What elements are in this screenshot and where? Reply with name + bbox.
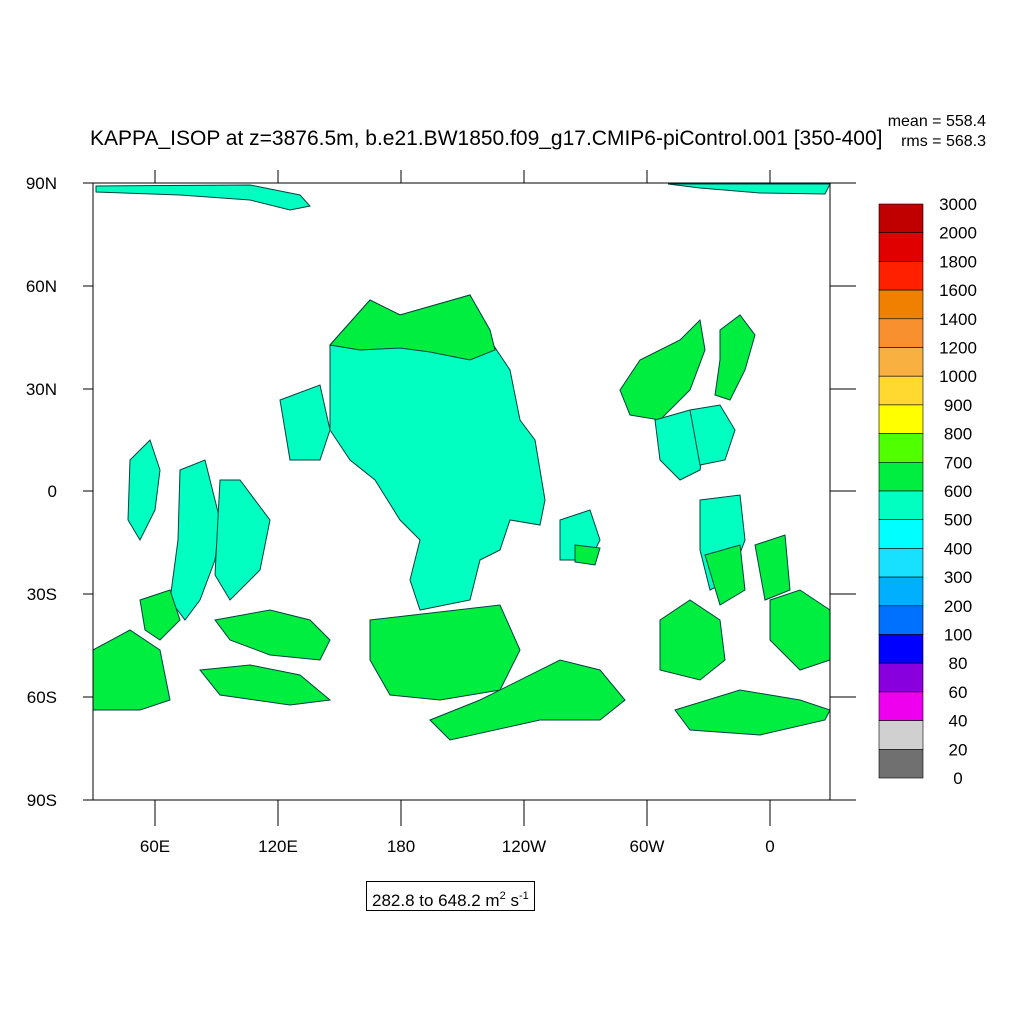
colorbar-tick-label: 80 bbox=[949, 654, 968, 673]
colorbar-tick-label: 400 bbox=[944, 539, 972, 558]
colorbar-swatch bbox=[878, 261, 924, 291]
field-region-indian-center bbox=[169, 459, 221, 621]
colorbar-swatch bbox=[878, 347, 924, 377]
lon-label-60e: 60E bbox=[140, 837, 170, 856]
colorbar-swatch bbox=[878, 691, 924, 721]
colorbar-swatch bbox=[878, 232, 924, 262]
range-text: 282.8 to 648.2 m bbox=[372, 891, 500, 910]
field-region-weddell bbox=[674, 689, 831, 736]
field-region-north-atlantic-west bbox=[619, 318, 706, 421]
colorbar-tick-label: 700 bbox=[944, 453, 972, 472]
colorbar-tick-label: 40 bbox=[949, 712, 968, 731]
field-region-pacific-north-green bbox=[329, 294, 496, 361]
field-region-indian-west bbox=[127, 439, 161, 542]
lat-label-60n: 60N bbox=[26, 277, 57, 296]
colorbar-swatch bbox=[878, 748, 924, 779]
colorbar-tick-label: 100 bbox=[944, 626, 972, 645]
field-region-atlantic-east-teal bbox=[689, 404, 736, 466]
colorbar-labels: 3000200018001600140012001000900800700600… bbox=[939, 195, 977, 788]
lat-label-90s: 90S bbox=[27, 791, 57, 810]
lon-label-0: 0 bbox=[765, 837, 774, 856]
lon-label-120e: 120E bbox=[258, 837, 298, 856]
colorbar-tick-label: 0 bbox=[953, 769, 962, 788]
colorbar-tick-label: 200 bbox=[944, 597, 972, 616]
field-region-north-atlantic-east bbox=[714, 314, 756, 401]
colorbar-tick-label: 600 bbox=[944, 482, 972, 501]
field-region-arctic-east bbox=[667, 183, 831, 195]
value-range-label: 282.8 to 648.2 m2 s-1 bbox=[366, 881, 535, 911]
colorbar bbox=[878, 203, 924, 779]
field-region-arctic-west bbox=[95, 184, 311, 211]
colorbar-tick-label: 900 bbox=[944, 396, 972, 415]
colorbar-swatch bbox=[878, 433, 924, 463]
mean-stat: mean = 558.4 bbox=[887, 113, 986, 130]
colorbar-tick-label: 3000 bbox=[939, 195, 977, 214]
lat-label-30s: 30S bbox=[27, 585, 57, 604]
field-region-gulf-green bbox=[574, 544, 601, 566]
lat-label-90n: 90N bbox=[26, 174, 57, 193]
lon-label-120w: 120W bbox=[502, 837, 546, 856]
colorbar-swatch bbox=[878, 548, 924, 578]
field-region-west-pacific bbox=[279, 384, 331, 461]
colorbar-tick-label: 1600 bbox=[939, 281, 977, 300]
plot-title: KAPPA_ISOP at z=3876.5m, b.e21.BW1850.f0… bbox=[90, 127, 883, 150]
lon-label-180: 180 bbox=[387, 837, 415, 856]
lat-labels: 90N 60N 30N 0 30S 60S 90S bbox=[26, 174, 57, 810]
colorbar-swatch bbox=[878, 634, 924, 664]
map-plot-area bbox=[92, 182, 831, 801]
colorbar-swatch bbox=[878, 203, 924, 234]
colorbar-tick-label: 2000 bbox=[939, 224, 977, 243]
lat-label-30n: 30N bbox=[26, 380, 57, 399]
field-region-south-pacific bbox=[369, 604, 521, 701]
field-region-south-pacific-2 bbox=[429, 659, 626, 741]
field-region-south-indian bbox=[214, 609, 331, 661]
range-unit-tail: s bbox=[505, 891, 519, 910]
lon-label-60w: 60W bbox=[630, 837, 665, 856]
colorbar-tick-label: 20 bbox=[949, 740, 968, 759]
colorbar-swatch bbox=[878, 490, 924, 521]
colorbar-tick-label: 1200 bbox=[939, 339, 977, 358]
field-region-south-indian-2 bbox=[199, 664, 332, 706]
colorbar-swatch bbox=[878, 576, 924, 607]
colorbar-tick-label: 500 bbox=[944, 511, 972, 530]
colorbar-tick-label: 1800 bbox=[939, 252, 977, 271]
field-region-atlantic-south-green bbox=[704, 544, 746, 606]
field-region-west-atlantic-south bbox=[659, 599, 726, 681]
colorbar-swatch bbox=[878, 289, 924, 320]
colorbar-swatch bbox=[878, 404, 924, 434]
field-region-indian-east bbox=[214, 479, 271, 601]
lat-label-0: 0 bbox=[48, 482, 57, 501]
field-region-sw-corner-2 bbox=[139, 589, 181, 641]
colorbar-swatch bbox=[878, 318, 924, 348]
colorbar-swatch bbox=[878, 605, 924, 635]
colorbar-swatch bbox=[878, 375, 924, 406]
rms-stat: rms = 568.3 bbox=[901, 133, 986, 150]
field-region-atlantic-east-green bbox=[754, 534, 791, 601]
colorbar-tick-label: 300 bbox=[944, 568, 972, 587]
lon-labels: 60E 120E 180 120W 60W 0 bbox=[140, 837, 775, 856]
colorbar-swatch bbox=[878, 461, 924, 492]
colorbar-swatch bbox=[878, 519, 924, 549]
colorbar-tick-label: 1000 bbox=[939, 367, 977, 386]
y-axis-ticks bbox=[83, 182, 856, 801]
colorbar-swatch bbox=[878, 662, 924, 693]
x-axis-ticks bbox=[154, 170, 771, 826]
colorbar-tick-label: 800 bbox=[944, 425, 972, 444]
colorbar-swatch bbox=[878, 720, 924, 750]
colorbar-tick-label: 60 bbox=[949, 683, 968, 702]
colorbar-tick-label: 1400 bbox=[939, 310, 977, 329]
lat-label-60s: 60S bbox=[27, 688, 57, 707]
